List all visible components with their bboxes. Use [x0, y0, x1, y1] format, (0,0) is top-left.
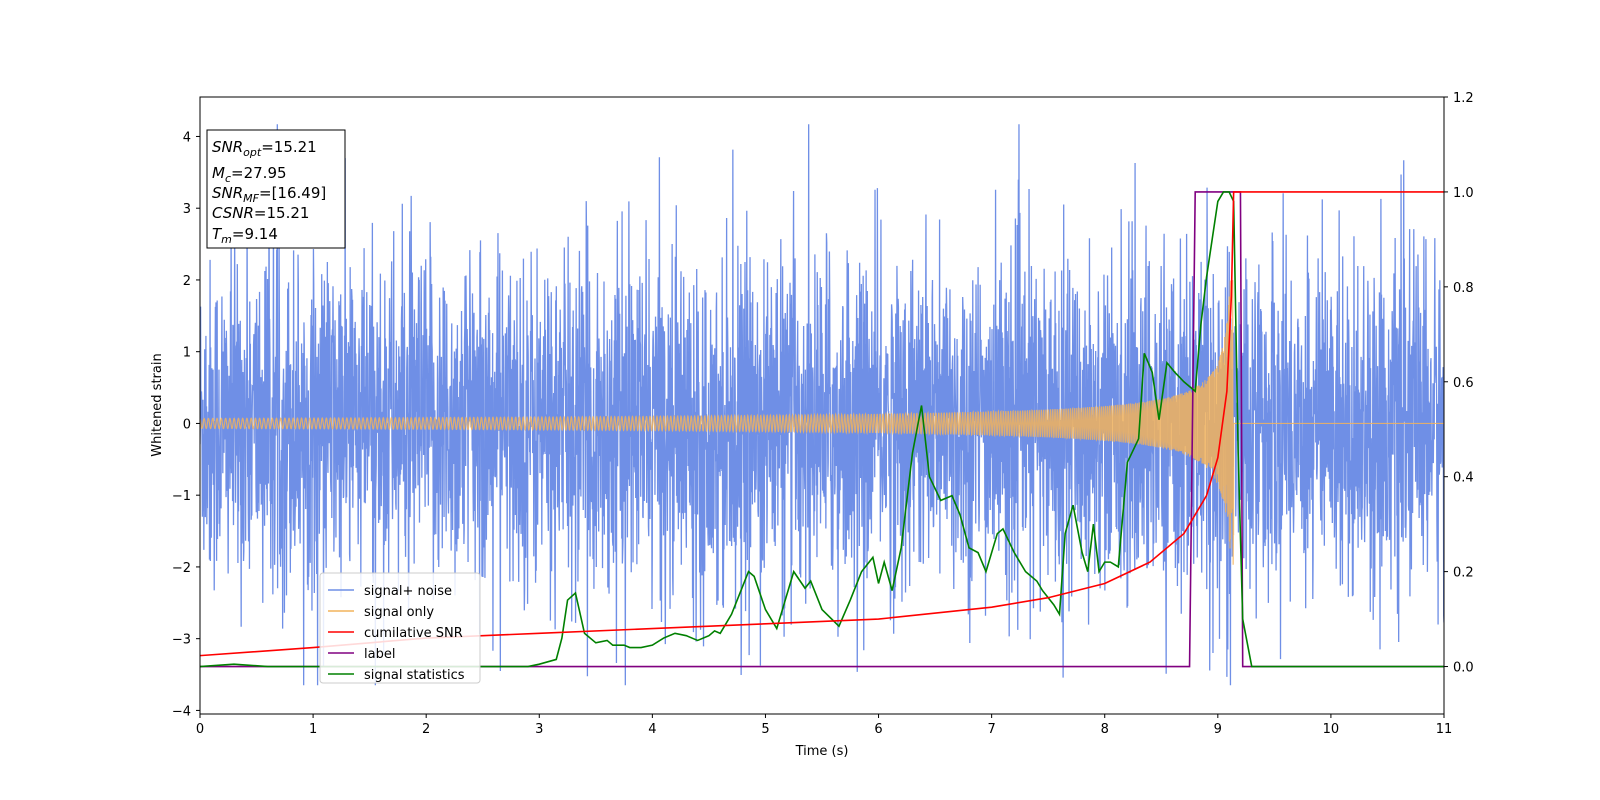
legend-label: signal statistics — [364, 668, 465, 683]
y-left-tick-label: 1 — [183, 346, 191, 361]
x-tick-label: 0 — [196, 722, 204, 737]
x-axis: 0 1 2 3 4 5 6 7 8 9 10 11 — [196, 714, 1452, 737]
series-signal-only — [200, 280, 1444, 565]
y-axis-right: 0.0 0.2 0.4 0.6 0.8 1.0 1.2 — [1444, 91, 1474, 676]
y-left-tick-label: −3 — [172, 633, 191, 648]
x-tick-label: 5 — [761, 722, 769, 737]
y-left-tick-label: −1 — [172, 489, 191, 504]
annotation-frame — [206, 129, 346, 249]
series-cumulative-snr — [200, 191, 1444, 657]
x-tick-label: 4 — [648, 722, 656, 737]
legend-label: label — [364, 647, 395, 662]
y-left-tick-label: −2 — [172, 561, 191, 576]
y-left-tick-label: 4 — [183, 130, 191, 145]
plot-frame — [199, 96, 1445, 715]
series-signal-statistics — [200, 191, 1444, 668]
annotation-mc: Mc=27.95 — [212, 164, 287, 185]
y-right-tick-label: 0.4 — [1453, 471, 1474, 486]
series-layer — [200, 124, 1444, 686]
annotation-snr-mf: SNRMF=[16.49] — [212, 184, 326, 205]
y-left-tick-label: 2 — [183, 274, 191, 289]
y-right-tick-label: 0.6 — [1453, 376, 1474, 391]
y-left-tick-label: 0 — [183, 417, 191, 432]
x-tick-label: 3 — [535, 722, 543, 737]
legend-frame — [319, 572, 481, 684]
legend-label: cumilative SNR — [364, 626, 463, 641]
x-tick-label: 6 — [874, 722, 882, 737]
legend: signal+ noise signal only cumilative SNR la… — [319, 572, 481, 684]
y-axis-label: Whitened strain — [150, 353, 165, 456]
x-tick-label: 9 — [1214, 722, 1222, 737]
annotation-tm: Tm=9.14 — [212, 225, 278, 246]
y-right-tick-label: 1.2 — [1453, 91, 1474, 106]
legend-label: signal+ noise — [364, 584, 452, 599]
x-tick-label: 7 — [987, 722, 995, 737]
y-right-tick-label: 1.0 — [1453, 186, 1474, 201]
x-tick-label: 10 — [1323, 722, 1340, 737]
x-tick-label: 1 — [309, 722, 317, 737]
y-right-tick-label: 0.0 — [1453, 661, 1474, 676]
legend-label: signal only — [364, 605, 434, 620]
annotation-snr-opt: SNRopt=15.21 — [212, 138, 317, 159]
x-tick-label: 8 — [1101, 722, 1109, 737]
y-right-tick-label: 0.2 — [1453, 566, 1474, 581]
y-left-tick-label: −4 — [172, 704, 191, 719]
x-axis-label: Time (s) — [795, 744, 849, 759]
annotation-box: SNRopt=15.21 Mc=27.95 SNRMF=[16.49] CSNR… — [206, 129, 346, 249]
y-axis-left: −4 −3 −2 −1 0 1 2 3 4 — [172, 130, 200, 719]
annotation-csnr: CSNR=15.21 — [212, 204, 309, 222]
y-left-tick-label: 3 — [183, 202, 191, 217]
x-tick-label: 11 — [1436, 722, 1453, 737]
x-tick-label: 2 — [422, 722, 430, 737]
y-right-tick-label: 0.8 — [1453, 281, 1474, 296]
